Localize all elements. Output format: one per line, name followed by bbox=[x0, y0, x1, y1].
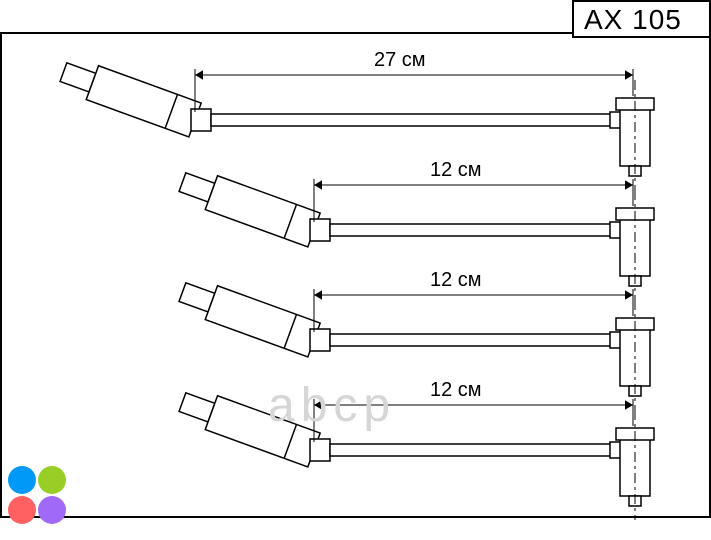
diagram-svg bbox=[0, 0, 711, 540]
dimension-label: 12 см bbox=[430, 269, 482, 292]
cable-group bbox=[179, 393, 654, 520]
dimension-label: 12 см bbox=[430, 379, 482, 402]
cable-group bbox=[60, 63, 654, 190]
cable-group bbox=[179, 283, 654, 410]
avito-logo-icon bbox=[8, 466, 68, 526]
dimension-label: 12 см bbox=[430, 159, 482, 182]
diagram-canvas: AX 105 abcp 27 см12 см12 см12 см bbox=[0, 0, 711, 540]
watermark-text: abcp bbox=[268, 378, 396, 433]
dimension-label: 27 см bbox=[374, 49, 426, 72]
watermark-label: abcp bbox=[268, 379, 396, 432]
cable-group bbox=[179, 173, 654, 300]
